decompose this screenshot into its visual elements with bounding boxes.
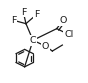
Text: F: F [11, 16, 16, 25]
Text: F: F [21, 8, 26, 17]
Text: F: F [34, 10, 39, 19]
Text: O: O [42, 42, 49, 51]
Text: Cl: Cl [64, 30, 73, 39]
Text: C: C [30, 36, 36, 45]
Text: O: O [59, 16, 67, 25]
